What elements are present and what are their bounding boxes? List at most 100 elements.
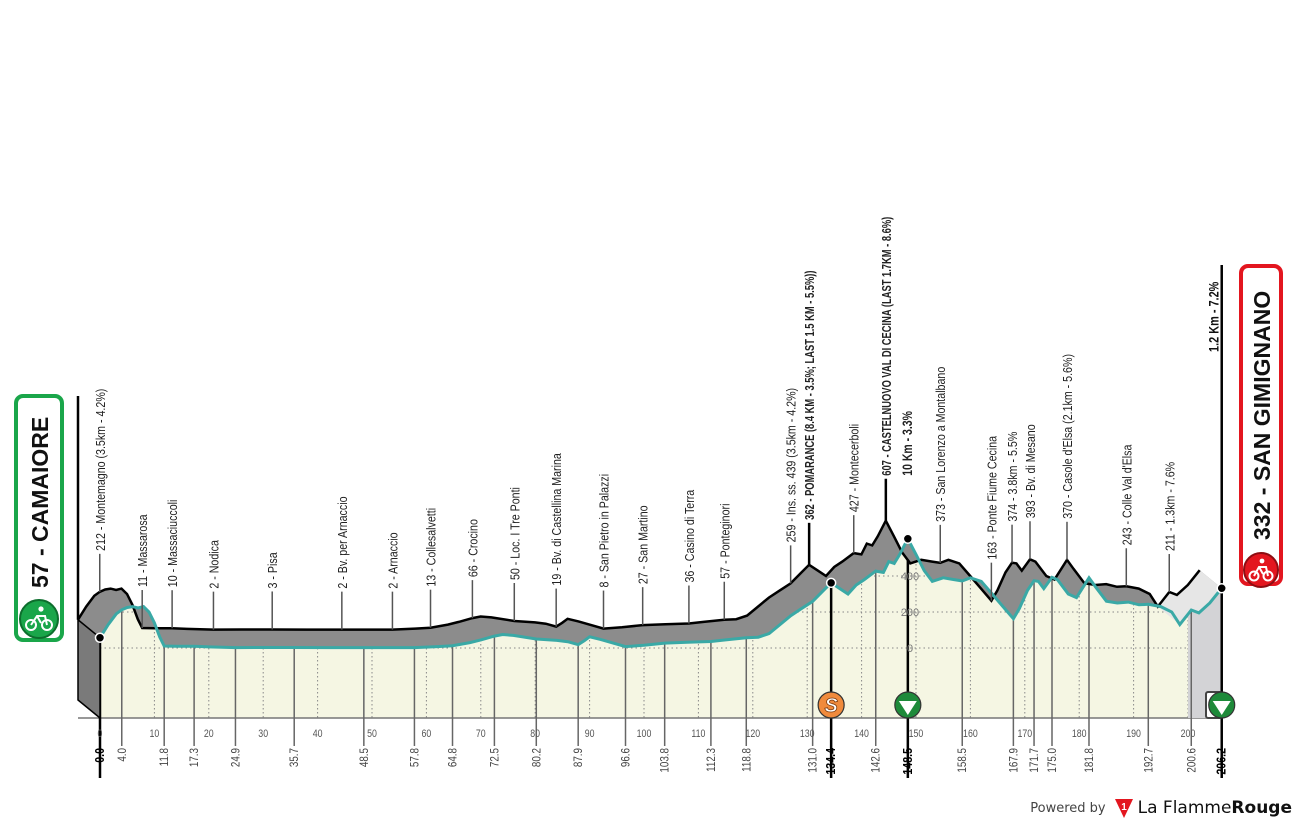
waypoint-km-label: 112.3 <box>705 748 718 772</box>
x-tick-label: 20 <box>204 728 214 740</box>
waypoint-km-label: 24.9 <box>230 748 243 767</box>
powered-by-text: Powered by <box>1030 800 1106 816</box>
waypoint-label: 212 - Montemagno (3.5km - 4.2%) <box>93 389 108 551</box>
waypoint-label: 370 - Casole d'Elsa (2.1km - 5.6%) <box>1060 354 1075 519</box>
waypoint-label: 8 - San Pietro in Palazzi <box>596 474 611 588</box>
waypoint-km-label: 80.2 <box>530 748 543 767</box>
brand-logo[interactable]: 1 La FlammeRouge <box>1114 797 1292 819</box>
waypoint-km-label: 175.0 <box>1046 748 1059 773</box>
x-tick-label: 70 <box>476 728 486 740</box>
waypoint-km-label: 167.9 <box>1008 748 1021 773</box>
waypoint-km-label: 142.6 <box>870 748 883 773</box>
y-tick-label: 0 <box>907 643 913 655</box>
final-km-relief <box>1157 570 1222 625</box>
waypoint-label: 13 - Collesalvetti <box>423 508 438 587</box>
waypoint-label-secondary: 10 Km - 3.3% <box>899 411 915 476</box>
kom-marker-icon <box>894 691 922 719</box>
waypoint-label: 243 - Colle Val d'Elsa <box>1119 444 1134 545</box>
x-tick-label: 90 <box>585 728 595 740</box>
waypoint-km-label: 200.6 <box>1185 748 1198 773</box>
waypoint-label: 2 - Bv. per Arnaccio <box>335 496 350 588</box>
logo-digit: 1 <box>1121 802 1127 813</box>
cyclist-icon <box>19 599 59 639</box>
x-tick-label: 180 <box>1072 728 1087 740</box>
y-tick-label: 400 <box>901 571 919 583</box>
waypoint-label: 36 - Casino di Terra <box>682 489 697 582</box>
brand-name-bold: Rouge <box>1231 798 1292 818</box>
finish-label: 332 - SAN GIMIGNANO <box>1249 291 1275 540</box>
x-tick-label: 130 <box>800 728 815 740</box>
footer-credit: Powered by 1 La FlammeRouge <box>1030 797 1292 819</box>
x-tick-label: 60 <box>422 728 432 740</box>
waypoint-label: 2 - Arnaccio <box>385 532 400 589</box>
waypoint-km-label: 206.2 <box>1214 748 1229 775</box>
waypoint-km-label: 87.9 <box>572 748 585 767</box>
x-tick-label: 0 <box>98 728 103 740</box>
waypoint-label: 211 - 1.3km - 7.6% <box>1162 461 1177 551</box>
brand-name: La Flamme <box>1137 798 1232 818</box>
waypoint-label: 27 - San Martino <box>636 505 651 584</box>
waypoint-km-label: 118.8 <box>740 748 753 772</box>
waypoint-km-label: 64.8 <box>447 748 460 767</box>
waypoint-km-label: 158.5 <box>956 748 969 773</box>
waypoint-label: 10 - Massaciuccoli <box>165 500 180 588</box>
kom-marker-icon <box>1208 691 1236 719</box>
waypoint-label: 373 - San Lorenzo a Montalbano <box>933 366 948 521</box>
waypoint-km-label: 17.3 <box>188 748 201 767</box>
waypoint-dot <box>902 533 914 544</box>
relief-face <box>78 520 1222 648</box>
x-tick-label: 170 <box>1017 728 1032 740</box>
x-tick-label: 190 <box>1126 728 1141 740</box>
waypoint-label: 393 - Bv. di Mesano <box>1023 424 1038 518</box>
x-tick-label: 200 <box>1181 728 1196 740</box>
waypoint-dot <box>1216 582 1227 594</box>
x-tick-label: 120 <box>745 728 760 740</box>
waypoint-label: 11 - Massarosa <box>135 514 150 587</box>
waypoint-label: 57 - Ponteginori <box>717 504 732 579</box>
waypoint-km-label: 72.5 <box>489 748 502 767</box>
profile-line <box>98 535 1223 650</box>
waypoint-km-label: 0.0 <box>92 748 107 763</box>
flamme-rouge-logo-icon: 1 <box>1114 799 1133 818</box>
waypoint-dot <box>825 577 837 589</box>
x-tick-label: 30 <box>258 728 268 740</box>
waypoint-label: 66 - Crocino <box>465 519 480 577</box>
waypoint-label: 50 - Loc. I Tre Ponti <box>507 487 522 580</box>
waypoint-km-label: 131.0 <box>807 748 820 773</box>
start-badge: 57 - CAMAIORE <box>14 394 64 642</box>
x-tick-label: 110 <box>691 728 705 740</box>
x-tick-label: 50 <box>367 728 377 740</box>
waypoint-km-label: 48.5 <box>358 748 371 767</box>
x-tick-label: 100 <box>637 728 652 740</box>
finish-badge: 332 - SAN GIMIGNANO <box>1239 264 1283 588</box>
x-tick-label: 10 <box>150 728 160 740</box>
waypoint-label: 3 - Pisa <box>265 552 280 588</box>
waypoint-km-label: 11.8 <box>158 748 171 766</box>
waypoint-label: 427 - Montecerboli <box>847 424 862 512</box>
waypoint-label: 259 - Ins. ss. 439 (3.5km - 4.2%) <box>784 388 799 543</box>
x-tick-label: 40 <box>313 728 323 740</box>
waypoint-km-label: 103.8 <box>659 748 672 773</box>
sprint-marker-icon: S <box>817 691 845 719</box>
waypoint-km-label: 96.6 <box>620 748 633 767</box>
waypoint-label: 163 - Ponte Fiume Cecina <box>984 436 999 560</box>
waypoint-label: 607 - CASTELNUOVO VAL DI CECINA (LAST 1.… <box>881 217 895 476</box>
x-tick-label: 80 <box>530 728 540 740</box>
waypoint-km-label: 57.8 <box>409 748 422 767</box>
cyclist-icon <box>1243 552 1279 588</box>
waypoint-km-label: 192.7 <box>1142 748 1155 773</box>
waypoint-km-label: 35.7 <box>288 748 301 767</box>
relief-top-line <box>76 517 1201 631</box>
sprint-symbol: S <box>824 695 838 717</box>
waypoint-label: 19 - Bv. di Castellina Marina <box>549 453 564 586</box>
waypoint-label: 362 - POMARANCE (8.4 KM - 3.5%; LAST 1.5… <box>804 270 818 520</box>
x-tick-label: 150 <box>909 728 924 740</box>
start-label: 57 - CAMAIORE <box>27 417 53 588</box>
waypoint-dot <box>94 632 106 643</box>
relief-side-face <box>77 618 101 720</box>
ground-area <box>100 538 1222 718</box>
waypoint-km-label: 171.7 <box>1028 748 1041 773</box>
final-km-band <box>1188 588 1222 718</box>
waypoint-km-label: 148.5 <box>900 748 915 775</box>
